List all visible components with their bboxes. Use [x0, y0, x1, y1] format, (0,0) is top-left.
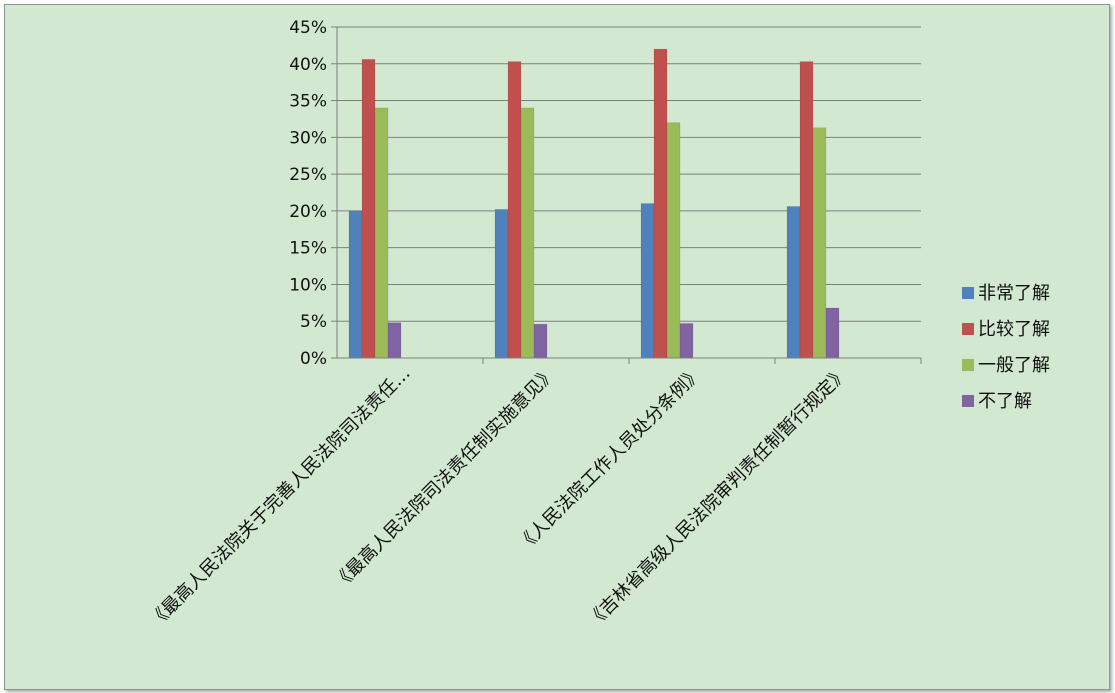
legend-label: 一般了解 [978, 355, 1050, 376]
x-axis-category-labels: 《最高人民法院关于完善人民法院司法责任…《最高人民法院司法责任制实施意见》《人民… [145, 363, 852, 632]
y-axis-tick-labels: 0% 5% 10% 15% 20% 25% 30% 35% 40% 45% [289, 18, 327, 369]
y-tick-label: 45% [289, 18, 327, 38]
bar-2-2 [507, 61, 522, 359]
chart-area [4, 4, 1110, 690]
axes [331, 26, 922, 364]
bars [348, 48, 840, 359]
category-label: 《最高人民法院关于完善人民法院司法责任… [145, 363, 414, 632]
legend-label: 比较了解 [978, 319, 1050, 340]
bar-4-2 [533, 323, 548, 359]
legend-label: 非常了解 [978, 283, 1050, 304]
bar-1-3 [640, 203, 655, 359]
bar-3-3 [666, 122, 681, 359]
bar-1-2 [494, 209, 509, 359]
y-tick-label: 30% [289, 128, 327, 148]
y-tick-label: 0% [300, 349, 327, 369]
bar-2-3 [653, 48, 668, 359]
y-tick-label: 40% [289, 55, 327, 75]
bar-4-1 [387, 322, 402, 359]
bar-4-3 [679, 323, 694, 359]
bar-1-4 [786, 206, 801, 359]
bar-4-4 [825, 307, 840, 359]
bar-3-4 [812, 127, 827, 359]
legend-swatch [962, 359, 974, 371]
category-label: 《吉林省高级人民法院审判责任制暂行规定》 [583, 363, 852, 632]
y-tick-label: 10% [289, 275, 327, 295]
bar-1-1 [348, 210, 363, 359]
legend-swatch [962, 395, 974, 407]
legend-swatch [962, 287, 974, 299]
y-tick-label: 35% [289, 92, 327, 112]
bar-2-1 [361, 59, 376, 359]
bar-3-2 [520, 107, 535, 359]
y-tick-label: 15% [289, 239, 327, 259]
legend-swatch [962, 323, 974, 335]
bar-2-4 [799, 61, 814, 359]
gridlines [337, 26, 921, 322]
y-tick-label: 20% [289, 202, 327, 222]
legend-label: 不了解 [978, 391, 1032, 412]
bar-3-1 [374, 107, 389, 359]
y-tick-label: 5% [300, 312, 327, 332]
y-tick-label: 25% [289, 165, 327, 185]
